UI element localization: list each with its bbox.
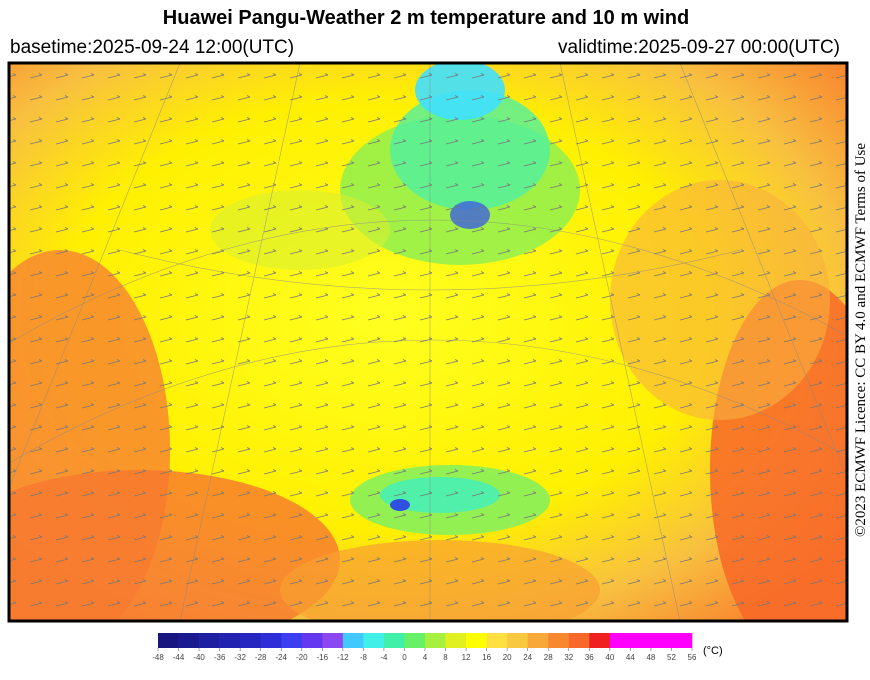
- validtime: validtime:2025-09-27 00:00(UTC): [558, 37, 840, 58]
- colorbar-segment: [527, 633, 549, 648]
- colorbar-tick-label: 12: [462, 653, 471, 662]
- colorbar-tick-label: -8: [360, 653, 368, 662]
- colorbar-tick-label: 44: [626, 653, 635, 662]
- basetime: basetime:2025-09-24 12:00(UTC): [10, 37, 294, 58]
- colorbar-segment: [507, 633, 528, 648]
- colorbar-tick-label: 56: [688, 653, 697, 662]
- colorbar-segment: [301, 633, 323, 648]
- colorbar-tick-label: -36: [214, 653, 226, 662]
- colorbar-tick-label: 20: [503, 653, 512, 662]
- colorbar-segment: [671, 633, 693, 648]
- colorbar-segment: [219, 633, 241, 648]
- colorbar-tick-label: -4: [380, 653, 388, 662]
- credit: ©2023 ECMWF Licence: CC BY 4.0 and ECMWF…: [853, 143, 869, 537]
- colorbar-segment: [486, 633, 508, 648]
- colorbar-tick-label: 4: [423, 653, 428, 662]
- colorbar-tick-label: 32: [564, 653, 573, 662]
- colorbar-segment: [199, 633, 220, 648]
- colorbar-segment: [363, 633, 385, 648]
- title: Huawei Pangu-Weather 2 m temperature and…: [163, 7, 689, 29]
- colorbar-segment: [425, 633, 446, 648]
- colorbar-tick-label: -44: [173, 653, 185, 662]
- colorbar-tick-label: -40: [193, 653, 205, 662]
- colorbar-segment: [445, 633, 467, 648]
- colorbar-tick-label: 8: [443, 653, 448, 662]
- colorbar-unit: (°C): [703, 645, 723, 657]
- colorbar-segment: [260, 633, 282, 648]
- colorbar-tick-label: -28: [255, 653, 267, 662]
- colorbar-segment: [281, 633, 303, 648]
- colorbar-segment: [548, 633, 570, 648]
- colorbar-segment: [650, 633, 672, 648]
- colorbar-segment: [589, 633, 611, 648]
- colorbar-tick-label: 0: [402, 653, 407, 662]
- colorbar-tick-label: -24: [275, 653, 287, 662]
- colorbar-segment: [568, 633, 590, 648]
- colorbar-tick-label: -20: [296, 653, 308, 662]
- colorbar-segment: [342, 633, 364, 648]
- colorbar-segment: [383, 633, 405, 648]
- colorbar-tick-label: -48: [152, 653, 164, 662]
- colorbar-tick-label: 48: [646, 653, 655, 662]
- colorbar-tick-label: -12: [337, 653, 349, 662]
- colorbar-tick-label: -16: [317, 653, 329, 662]
- colorbar-segment: [404, 633, 426, 648]
- map: [9, 63, 847, 621]
- colorbar-segment: [466, 633, 487, 648]
- colorbar-tick-label: 52: [667, 653, 676, 662]
- colorbar-segment: [609, 633, 631, 648]
- colorbar-segment: [240, 633, 261, 648]
- colorbar-tick-label: 16: [482, 653, 491, 662]
- colorbar-tick-label: -32: [234, 653, 246, 662]
- colorbar-tick-label: 28: [544, 653, 553, 662]
- colorbar-segment: [178, 633, 200, 648]
- colorbar-tick-label: 40: [605, 653, 614, 662]
- colorbar-segment: [158, 633, 179, 648]
- colorbar-tick-label: 24: [523, 653, 532, 662]
- colorbar-segment: [630, 633, 652, 648]
- colorbar-segment: [322, 633, 344, 648]
- map-frame: [7, 61, 849, 623]
- colorbar-tick-label: 36: [585, 653, 594, 662]
